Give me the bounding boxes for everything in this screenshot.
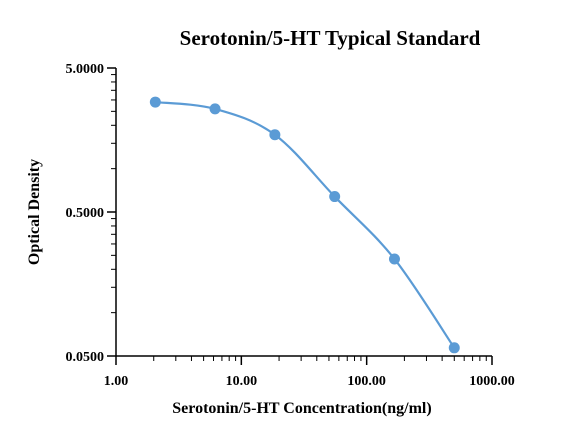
tick-labels: 1.00 10.00 100.00 1000.00 0.0500 0.5000 5.0000 — [66, 62, 515, 389]
x-tick-label: 10.00 — [226, 374, 258, 389]
data-point — [448, 342, 460, 354]
x-axis-label: Serotonin/5-HT Concentration(ng/ml) — [172, 400, 431, 417]
x-tick-label: 1.00 — [104, 374, 129, 389]
data-point — [329, 191, 341, 203]
data-point — [388, 253, 400, 265]
y-tick-label: 0.0500 — [66, 350, 105, 365]
y-axis-label: Optical Density — [26, 159, 43, 265]
axes — [115, 68, 492, 357]
x-tick-label: 100.00 — [347, 374, 386, 389]
y-tick-label: 5.0000 — [66, 62, 105, 77]
data-point — [209, 103, 221, 115]
series-group — [149, 96, 460, 354]
data-point — [269, 129, 281, 141]
y-tick-label: 0.5000 — [66, 206, 105, 221]
data-point — [149, 96, 161, 108]
ticks — [107, 67, 493, 365]
x-tick-label: 1000.00 — [469, 374, 515, 389]
series-line — [155, 100, 456, 349]
chart-title: Serotonin/5-HT Typical Standard — [180, 26, 481, 50]
